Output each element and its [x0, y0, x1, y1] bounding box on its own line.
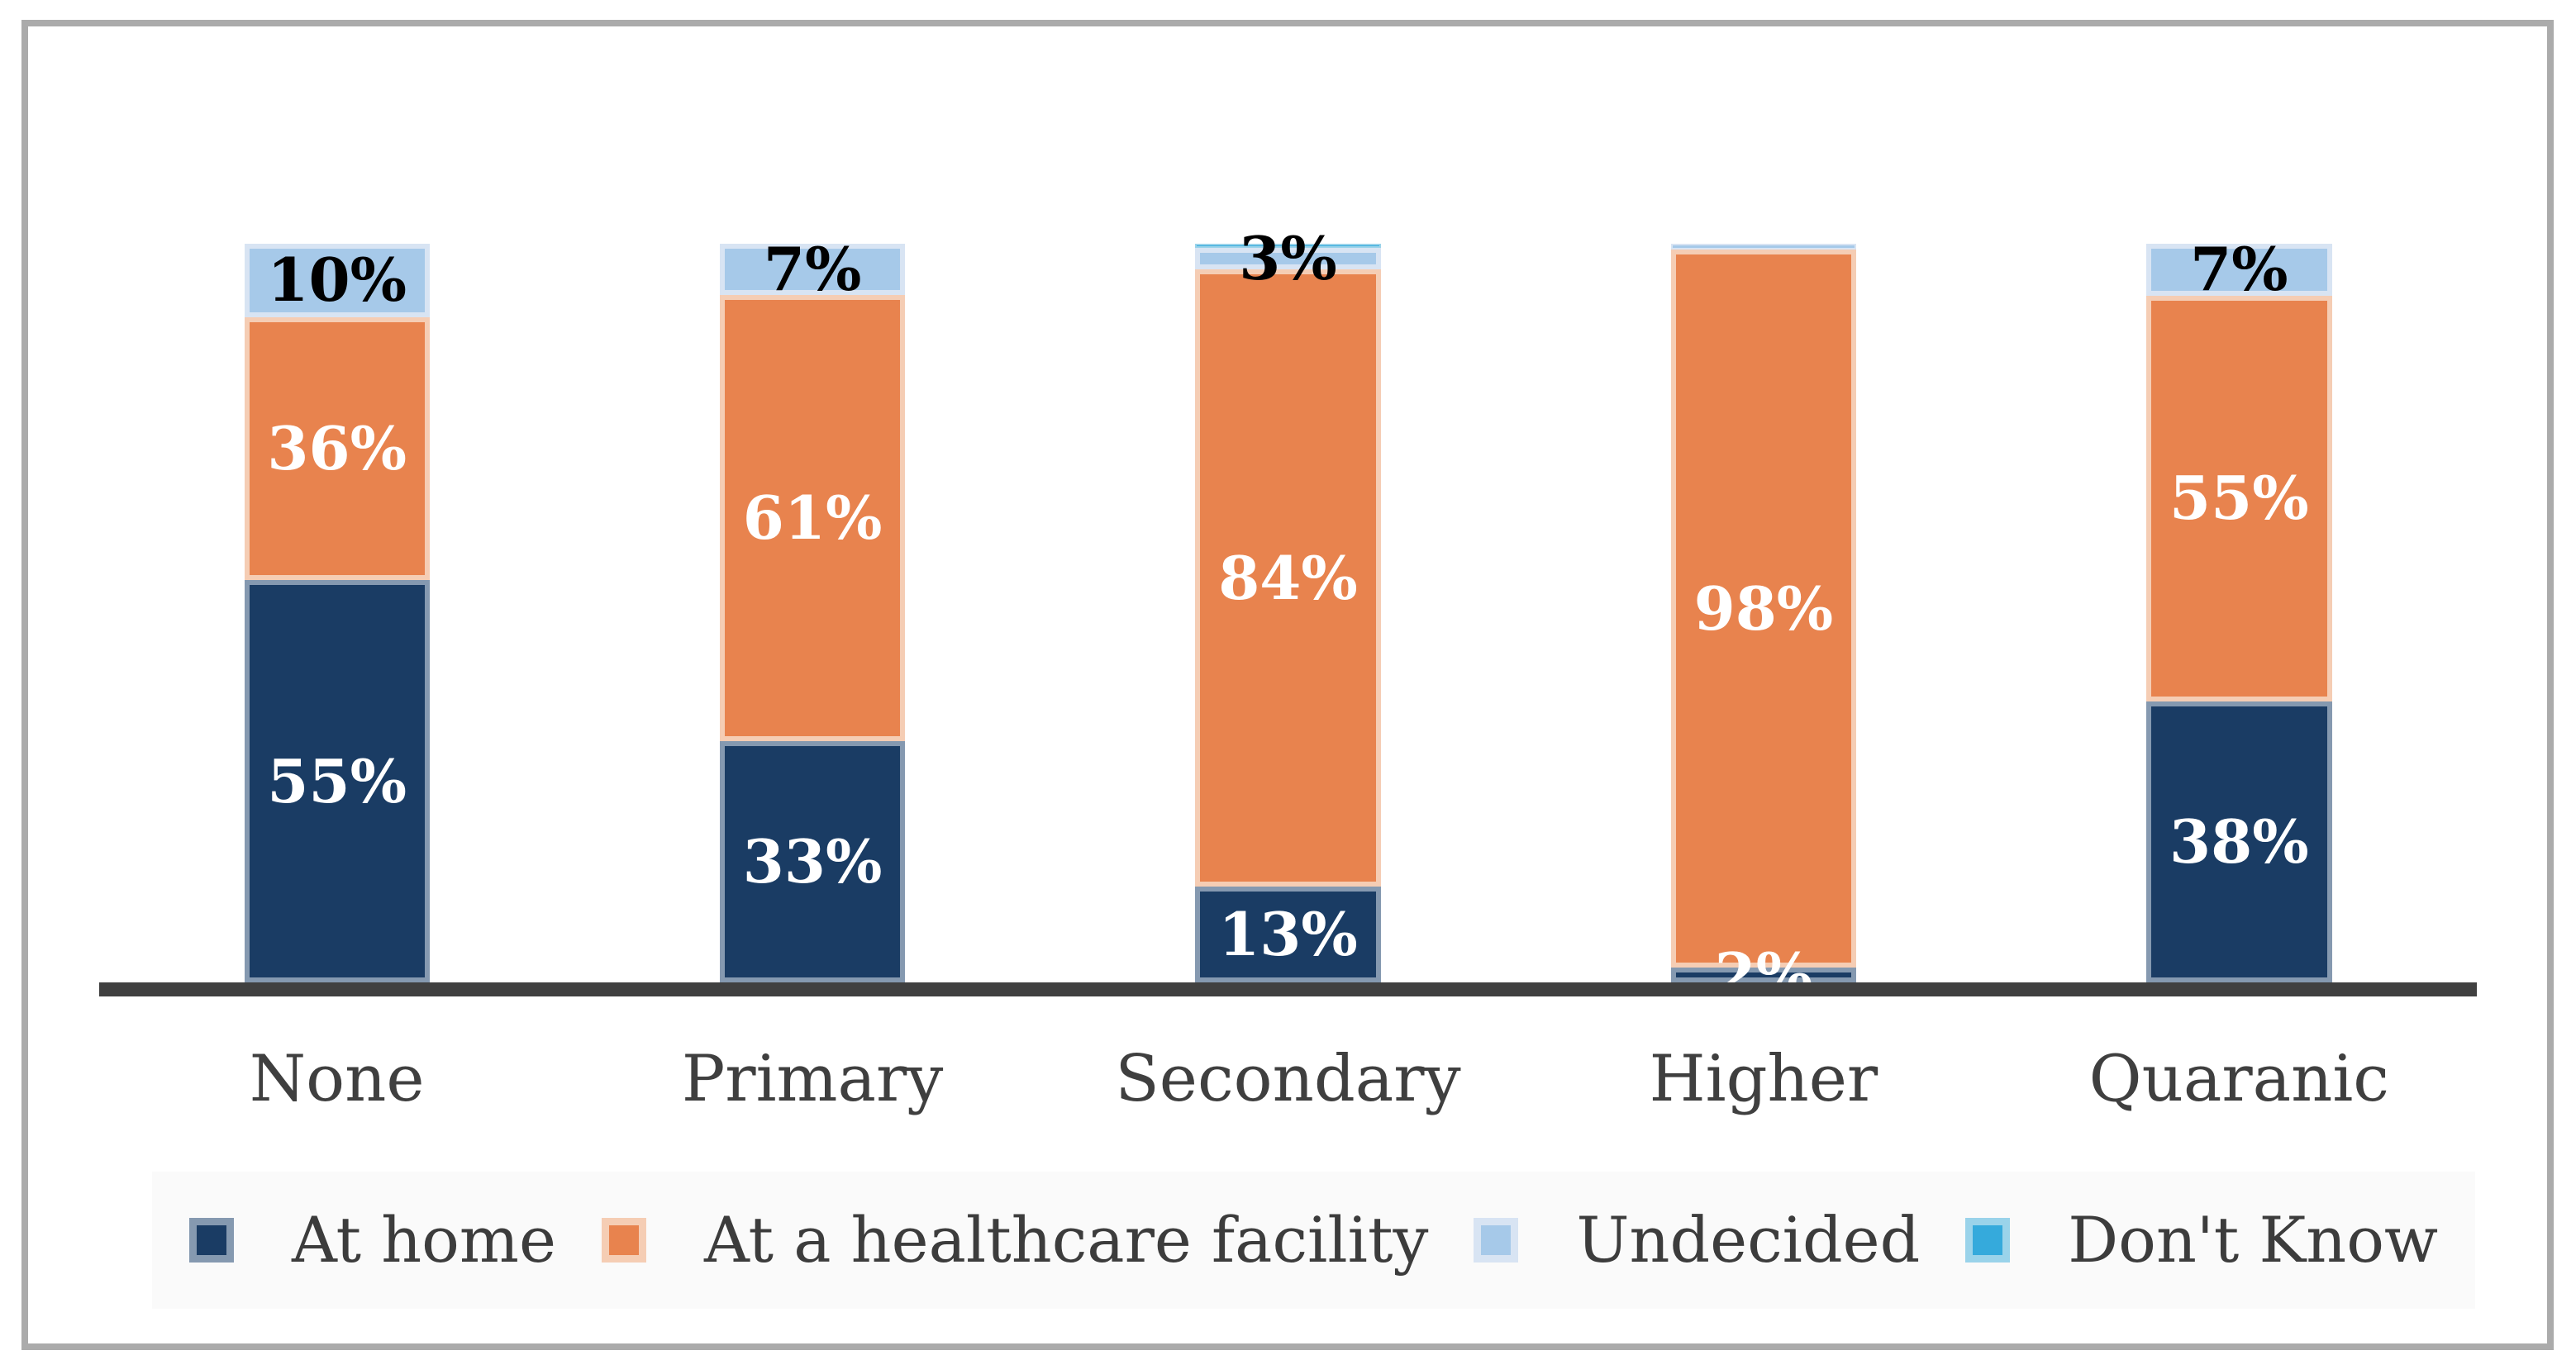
value-label: 3%	[1239, 222, 1337, 293]
category-label-secondary: Secondary	[1115, 1042, 1461, 1116]
value-label: 36%	[267, 412, 407, 483]
value-label: 13%	[1218, 899, 1358, 970]
segment-none-at-home: 55%	[244, 580, 430, 982]
value-label: 55%	[2169, 463, 2309, 534]
segment-higher-at-a-healthcare-facility: 98%	[1670, 250, 1857, 968]
stacked-bar-primary: 33% 61% 7%	[719, 240, 906, 982]
legend-label-undecided: Undecided	[1576, 1203, 1921, 1277]
segment-none-at-a-healthcare-facility: 36%	[244, 316, 430, 581]
segment-primary-undecided: 7%	[719, 240, 906, 299]
legend-swatch-at-a-healthcare-facility	[601, 1218, 646, 1263]
segment-secondary-at-home: 13%	[1195, 887, 1381, 982]
value-label: 38%	[2169, 806, 2309, 877]
figure-frame: 55% 36% 10% 33% 61% 7% 13% 84% 3% 2% 98% 38% 55% 7% N…	[21, 20, 2554, 1350]
segment-none-undecided: 10%	[244, 244, 430, 317]
segment-higher-undecided	[1670, 244, 1857, 250]
legend-item-at-a-healthcare-facility: At a healthcare facility	[601, 1203, 1429, 1277]
legend-label-at-a-healthcare-facility: At a healthcare facility	[703, 1203, 1429, 1277]
value-label: 84%	[1218, 542, 1358, 613]
segment-quaranic-undecided: 7%	[2146, 240, 2332, 299]
value-label: 7%	[763, 234, 862, 305]
legend-label-at-home: At home	[291, 1203, 556, 1277]
bar-slot-quaranic: 38% 55% 7%	[2002, 240, 2477, 982]
bar-slot-higher: 2% 98%	[1526, 244, 2001, 1005]
segment-quaranic-at-a-healthcare-facility: 55%	[2146, 295, 2332, 702]
legend-label-don-t-know: Don't Know	[2068, 1203, 2439, 1277]
segment-higher-at-home: 2%	[1670, 945, 1857, 1005]
segment-secondary-don-t-know	[1195, 244, 1381, 248]
legend-swatch-at-home	[188, 1218, 234, 1263]
plot-area: 55% 36% 10% 33% 61% 7% 13% 84% 3% 2% 98% 38% 55% 7%	[99, 228, 2477, 1005]
value-label: 55%	[267, 745, 407, 816]
segment-secondary-at-a-healthcare-facility: 84%	[1195, 269, 1381, 887]
stacked-bar-quaranic: 38% 55% 7%	[2146, 240, 2332, 982]
segment-primary-at-a-healthcare-facility: 61%	[719, 295, 906, 741]
legend-item-undecided: Undecided	[1474, 1209, 1920, 1272]
value-label: 10%	[267, 245, 407, 316]
category-label-none: None	[249, 1042, 425, 1116]
category-label-quaranic: Quaranic	[2088, 1042, 2389, 1116]
value-label: 33%	[742, 825, 883, 896]
legend-swatch-don-t-know	[1965, 1218, 2011, 1263]
category-label-primary: Primary	[681, 1042, 944, 1116]
stacked-bar-secondary: 13% 84% 3%	[1195, 228, 1381, 982]
legend-item-don-t-know: Don't Know	[1965, 1209, 2438, 1272]
legend-item-at-home: At home	[188, 1203, 556, 1277]
x-axis-line	[99, 982, 2477, 996]
value-label: 7%	[2190, 234, 2288, 305]
category-axis-labels: None Primary Secondary Higher Quaranic	[99, 1041, 2477, 1119]
segment-quaranic-at-home: 38%	[2146, 701, 2332, 982]
stacked-bar-higher: 2% 98%	[1670, 244, 1857, 1005]
stacked-bar-none: 55% 36% 10%	[244, 244, 430, 982]
value-label: 61%	[742, 482, 883, 553]
bar-slot-secondary: 13% 84% 3%	[1050, 228, 1526, 982]
legend: At home At a healthcare facility Undecided…	[152, 1172, 2475, 1309]
value-label: 98%	[1693, 573, 1834, 644]
bar-slot-primary: 33% 61% 7%	[574, 240, 1050, 982]
bar-slot-none: 55% 36% 10%	[99, 244, 574, 982]
legend-swatch-undecided	[1474, 1218, 1519, 1263]
category-label-higher: Higher	[1649, 1042, 1878, 1116]
segment-primary-at-home: 33%	[719, 740, 906, 982]
segment-secondary-undecided: 3%	[1195, 228, 1381, 288]
